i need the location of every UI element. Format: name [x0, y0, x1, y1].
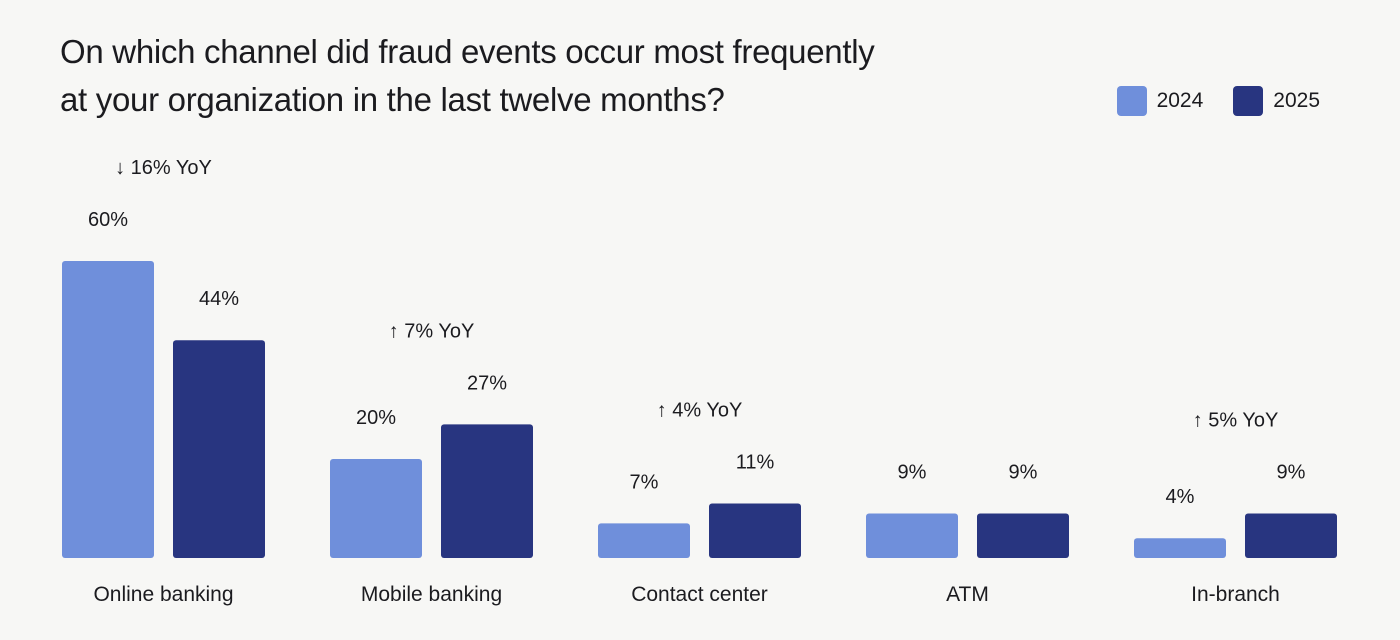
- category-label-in-branch: In-branch: [1191, 583, 1280, 606]
- bar-in-branch-2025: [1245, 513, 1337, 558]
- category-label-atm: ATM: [946, 583, 989, 606]
- yoy-annotation-online-banking: ↓ 16% YoY: [115, 157, 212, 179]
- legend-label-2025: 2025: [1273, 89, 1320, 112]
- legend-swatch-2024: [1116, 86, 1147, 116]
- legend-swatch-2025: [1233, 86, 1264, 116]
- data-label-online-banking-2024: 60%: [88, 209, 128, 231]
- data-label-online-banking-2025: 44%: [199, 288, 239, 310]
- bar-in-branch-2024: [1134, 538, 1226, 558]
- data-label-mobile-banking-2024: 20%: [356, 407, 396, 429]
- bar-contact-center-2025: [709, 503, 801, 558]
- chart-title-line-2: at your organization in the last twelve …: [60, 81, 725, 118]
- legend-label-2024: 2024: [1156, 89, 1204, 112]
- data-label-contact-center-2024: 7%: [630, 471, 659, 493]
- data-label-in-branch-2024: 4%: [1166, 486, 1195, 508]
- category-label-contact-center: Contact center: [631, 583, 768, 606]
- bar-mobile-banking-2024: [330, 459, 422, 558]
- category-label-online-banking: Online banking: [93, 583, 233, 606]
- data-label-mobile-banking-2025: 27%: [467, 372, 507, 394]
- yoy-annotation-in-branch: ↑ 5% YoY: [1193, 409, 1279, 431]
- yoy-annotation-contact-center: ↑ 4% YoY: [657, 400, 743, 422]
- bar-mobile-banking-2025: [441, 424, 533, 558]
- legend: 2024 2025: [1116, 86, 1320, 116]
- bar-atm-2024: [866, 513, 958, 558]
- data-label-atm-2024: 9%: [898, 461, 927, 483]
- bar-contact-center-2024: [598, 523, 690, 558]
- bar-atm-2025: [977, 513, 1069, 558]
- chart-title: On which channel did fraud events occur …: [60, 28, 960, 124]
- legend-item-2025: 2025: [1233, 86, 1320, 116]
- bar-online-banking-2024: [62, 261, 154, 558]
- legend-item-2024: 2024: [1116, 86, 1204, 116]
- bar-online-banking-2025: [173, 340, 265, 558]
- data-label-in-branch-2025: 9%: [1277, 461, 1306, 483]
- yoy-annotation-mobile-banking: ↑ 7% YoY: [389, 320, 475, 342]
- chart-title-line-1: On which channel did fraud events occur …: [60, 33, 875, 70]
- category-label-mobile-banking: Mobile banking: [361, 583, 502, 606]
- data-label-contact-center-2025: 11%: [736, 452, 775, 474]
- data-label-atm-2025: 9%: [1009, 461, 1038, 483]
